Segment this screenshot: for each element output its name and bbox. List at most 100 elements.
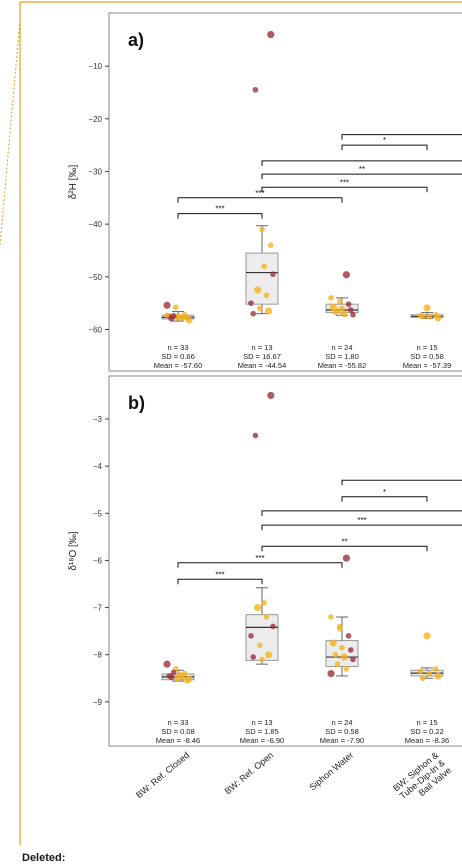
data-point <box>339 644 345 651</box>
significance-bracket <box>341 496 428 502</box>
data-point <box>257 305 263 312</box>
data-point <box>259 226 265 233</box>
y-tick-label: −40 <box>88 220 102 229</box>
stat-sd: SD = 1.85 <box>245 727 279 736</box>
significance-label: ** <box>359 165 365 174</box>
significance-bracket <box>261 524 462 531</box>
data-point <box>179 673 186 680</box>
data-point <box>270 623 276 630</box>
panel-frame <box>108 375 462 747</box>
x-tick-label: BW: Ref. Open <box>223 750 276 796</box>
data-point <box>250 654 256 660</box>
significance-bracket <box>261 173 462 180</box>
y-tick-label: −8 <box>93 651 103 660</box>
panel-label: b) <box>128 393 145 413</box>
data-point <box>179 314 186 321</box>
significance-label: *** <box>340 178 349 187</box>
y-tick-label: −20 <box>88 115 102 124</box>
stat-mean: Mean = -7.90 <box>320 736 364 745</box>
data-point <box>340 310 348 318</box>
y-tick-label: −10 <box>88 62 102 71</box>
data-point <box>261 263 268 270</box>
data-point <box>423 304 431 312</box>
y-tick-label: −6 <box>93 556 103 565</box>
data-point <box>164 312 170 319</box>
data-point <box>334 661 341 667</box>
data-point <box>248 300 254 306</box>
stat-n: n = 33 <box>167 343 188 352</box>
data-point <box>261 600 268 606</box>
significance-label: *** <box>215 570 224 579</box>
data-point <box>343 666 350 672</box>
significance-bracket <box>261 510 462 516</box>
data-point <box>270 271 276 277</box>
stat-sd: SD = 0.22 <box>410 727 444 736</box>
data-point <box>328 295 334 301</box>
significance-bracket <box>177 213 263 219</box>
data-point <box>170 312 177 319</box>
data-point <box>248 633 254 639</box>
y-tick-label: −9 <box>93 698 103 707</box>
data-point <box>263 292 270 299</box>
data-point <box>168 674 175 681</box>
data-point <box>327 669 335 678</box>
data-point <box>434 672 442 680</box>
significance-label: * <box>383 488 386 497</box>
data-point <box>267 391 275 400</box>
y-tick-label: −60 <box>88 325 102 334</box>
data-point <box>259 656 265 663</box>
data-point <box>342 271 350 279</box>
data-point <box>267 30 275 39</box>
data-point <box>332 651 339 658</box>
significance-bracket <box>261 186 428 193</box>
significance-label: ** <box>341 537 347 546</box>
data-point <box>433 666 439 672</box>
y-tick-label: −50 <box>88 273 102 282</box>
stat-sd: SD = 1.80 <box>325 352 359 361</box>
stat-n: n = 15 <box>416 343 437 352</box>
box-iqr <box>245 252 279 305</box>
significance-bracket <box>341 479 462 486</box>
stat-mean: Mean = -8.46 <box>156 736 200 745</box>
x-tick-label: BW: Siphon &Tube-Dip-In &Bail Valve <box>391 750 453 809</box>
significance-label: *** <box>215 205 224 214</box>
data-point <box>163 301 171 309</box>
stat-n: n = 33 <box>167 718 188 727</box>
data-point <box>342 554 350 562</box>
x-tick-label-line: BW: Ref. Open <box>223 750 276 796</box>
data-point <box>252 432 259 439</box>
significance-bracket <box>261 160 462 166</box>
data-point <box>350 311 356 318</box>
data-point <box>426 670 433 677</box>
data-point <box>345 633 352 639</box>
stat-mean: Mean = -57.60 <box>154 361 203 370</box>
y-tick-label: −4 <box>93 462 103 471</box>
data-point <box>265 307 273 315</box>
data-point <box>348 647 354 653</box>
y-tick-label: −7 <box>93 604 103 613</box>
data-point <box>340 653 348 661</box>
stat-mean: Mean = -55.82 <box>318 361 367 370</box>
x-tick-label-line: BW: Ref. Closed <box>134 750 191 800</box>
data-point <box>328 614 334 620</box>
significance-bracket <box>177 578 263 585</box>
data-point <box>254 286 262 294</box>
data-point <box>257 642 263 649</box>
data-point <box>419 313 426 320</box>
significance-label: *** <box>255 189 264 198</box>
stat-sd: SD = 16.67 <box>243 352 281 361</box>
data-point <box>185 316 193 324</box>
stat-sd: SD = 0.08 <box>161 727 195 736</box>
data-point <box>417 668 424 675</box>
x-tick-label: BW: Ref. Closed <box>134 750 191 800</box>
data-point <box>337 625 343 632</box>
data-point <box>337 298 343 305</box>
y-axis-label: δ¹⁸O [‰] <box>68 531 79 570</box>
significance-label: *** <box>357 516 366 525</box>
significance-bracket <box>177 197 343 203</box>
stat-sd: SD = 0.58 <box>325 727 359 736</box>
